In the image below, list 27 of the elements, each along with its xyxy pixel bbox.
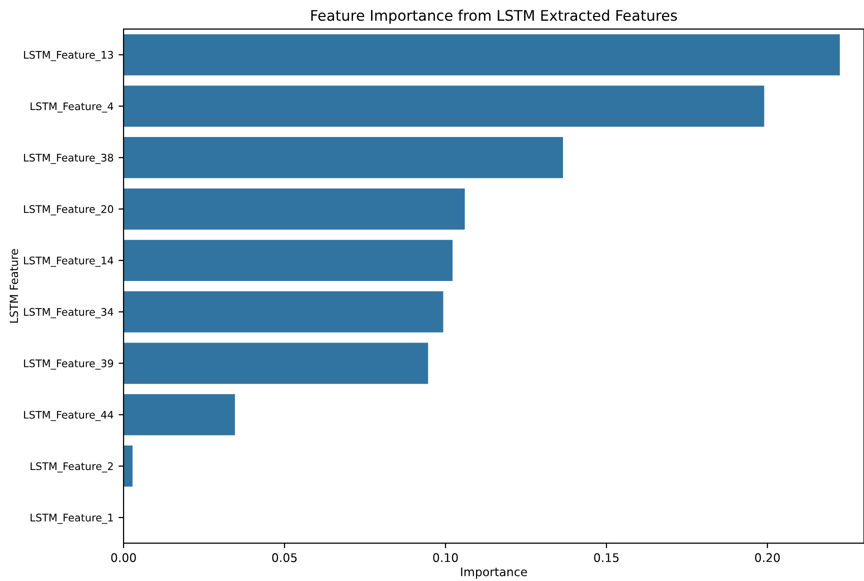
x-tick-label: 0.15 xyxy=(594,553,619,562)
y-tick-label: LSTM_Feature_1 xyxy=(30,514,113,524)
x-tick-label: 0.05 xyxy=(272,553,297,562)
bar xyxy=(124,188,465,230)
bar xyxy=(124,86,764,127)
y-tick-label: LSTM_Feature_20 xyxy=(24,205,114,216)
y-tick-label: LSTM_Feature_4 xyxy=(30,102,114,112)
y-tick-label: LSTM_Feature_34 xyxy=(24,308,114,318)
bar xyxy=(124,240,453,281)
y-tick-label: LSTM_Feature_14 xyxy=(24,256,114,267)
y-tick-label: LSTM_Feature_38 xyxy=(24,154,114,164)
y-tick-label: LSTM_Feature_13 xyxy=(24,50,113,62)
x-tick-label: 0.00 xyxy=(111,553,136,562)
x-tick-label: 0.20 xyxy=(755,553,780,562)
x-tick-label: 0.10 xyxy=(433,553,458,562)
bar xyxy=(124,291,444,332)
y-tick-label: LSTM_Feature_39 xyxy=(24,359,114,370)
y-tick-label: LSTM_Feature_44 xyxy=(24,410,114,422)
bar xyxy=(124,394,235,436)
bar xyxy=(124,34,840,76)
y-axis-title: LSTM Feature xyxy=(10,249,18,323)
bar xyxy=(124,446,133,487)
bar xyxy=(124,137,563,178)
x-axis-title: Importance xyxy=(461,568,527,579)
chart-title: Feature Importance from LSTM Extracted Features xyxy=(311,10,677,24)
y-tick-label: LSTM_Feature_2 xyxy=(30,462,113,472)
bar xyxy=(124,342,428,384)
